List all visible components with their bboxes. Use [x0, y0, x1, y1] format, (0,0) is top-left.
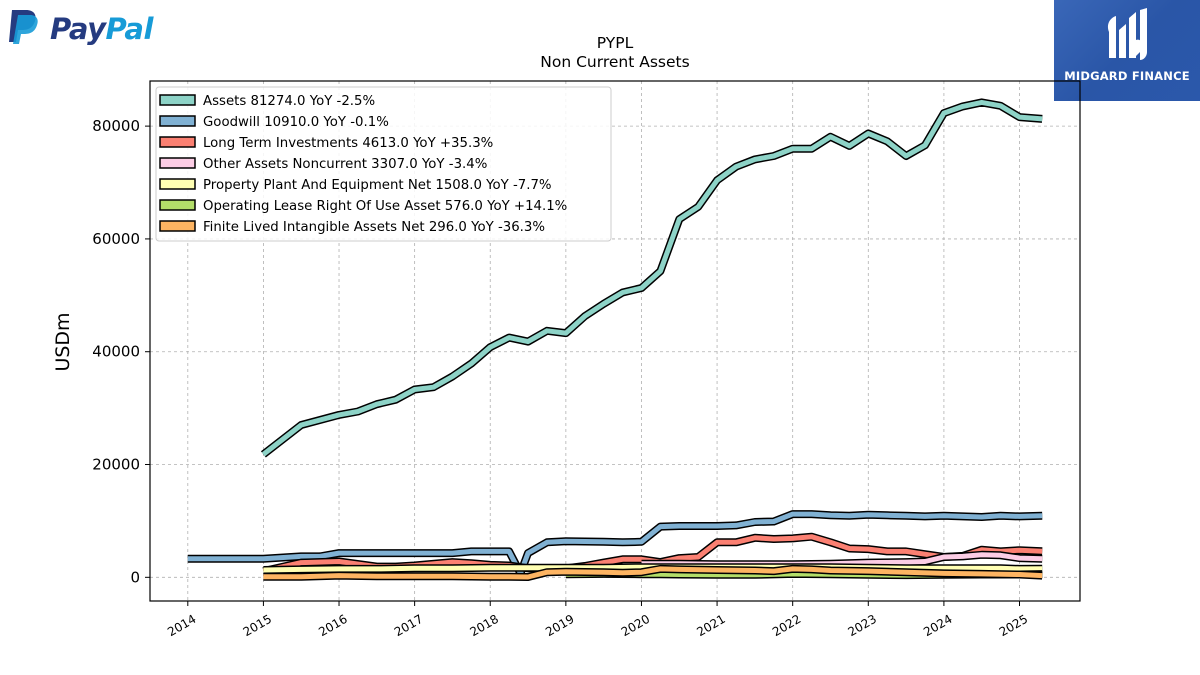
legend-swatch — [159, 220, 196, 232]
plot-area — [149, 80, 1081, 602]
x-tick-label: 2018 — [468, 612, 501, 639]
paypal-wordmark-pay: Pay — [50, 12, 106, 46]
legend-entry: Goodwill 10910.0 YoY -0.1% — [203, 115, 389, 130]
x-tick-label: 2015 — [241, 612, 274, 639]
x-tick-label: 2016 — [316, 612, 349, 639]
legend-box — [155, 86, 612, 242]
paypal-wordmark: PayPal — [50, 12, 153, 46]
y-axis-label: USDm — [52, 312, 74, 371]
y-tick-label: 40000 — [92, 343, 140, 361]
chart-subtitle: Non Current Assets — [540, 53, 689, 71]
legend-entry: Operating Lease Right Of Use Asset 576.0… — [203, 199, 567, 214]
series-lines — [187, 98, 1043, 581]
x-tick-label: 2022 — [770, 612, 803, 639]
legend-swatch — [159, 178, 196, 190]
legend-entry: Long Term Investments 4613.0 YoY +35.3% — [203, 136, 493, 151]
legend-entry: Assets 81274.0 YoY -2.5% — [203, 94, 375, 109]
series-line — [187, 511, 1043, 576]
midgard-finance-logo: MIDGARD FINANCE — [1054, 0, 1200, 101]
legend-swatch — [159, 94, 196, 106]
series-line — [262, 534, 1043, 574]
x-tick-label: 2017 — [392, 612, 425, 639]
series-line — [263, 566, 1043, 580]
series-line — [261, 99, 1043, 457]
legend-swatch — [159, 199, 196, 211]
x-tick-label: 2020 — [619, 612, 652, 639]
y-tick-label: 80000 — [92, 117, 140, 135]
legend: Assets 81274.0 YoY -2.5% Goodwill 10910.0… — [155, 86, 612, 242]
x-tick-label: 2019 — [543, 612, 576, 639]
paypal-logo: PayPal — [4, 4, 174, 48]
legend-entry: Finite Lived Intangible Assets Net 296.0… — [203, 220, 545, 235]
paypal-p-icon — [9, 10, 38, 44]
midgard-finance-name: MIDGARD FINANCE — [1064, 69, 1190, 83]
legend-swatch — [159, 157, 196, 169]
x-tick-label: 2014 — [165, 612, 198, 639]
y-tick-label: 0 — [130, 568, 140, 586]
legend-swatch — [159, 136, 196, 148]
midgard-emblem-icon — [1107, 8, 1147, 60]
legend-swatch — [159, 115, 196, 127]
y-tick-label: 20000 — [92, 456, 140, 474]
x-tick-label: 2021 — [694, 612, 727, 639]
legend-entry: Property Plant And Equipment Net 1508.0 … — [203, 178, 552, 193]
chart-title: PYPL — [597, 34, 634, 52]
y-tick-label: 60000 — [92, 230, 140, 248]
legend-entry: Other Assets Noncurrent 3307.0 YoY -3.4% — [203, 157, 487, 172]
x-tick-label: 2025 — [997, 612, 1030, 639]
paypal-wordmark-pal: Pal — [105, 12, 153, 46]
x-tick-label: 2023 — [846, 612, 879, 639]
x-tick-label: 2024 — [921, 612, 954, 639]
